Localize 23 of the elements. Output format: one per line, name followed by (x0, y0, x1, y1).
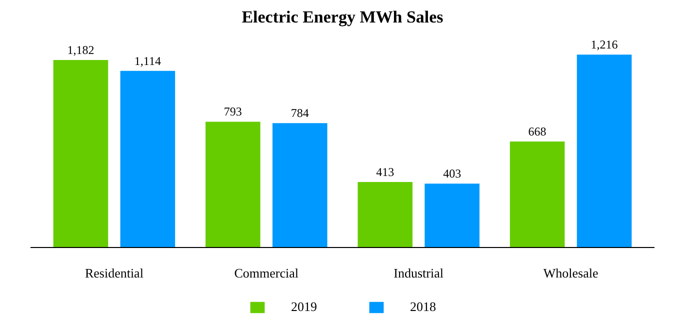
bar (53, 60, 108, 248)
chart-title: Electric Energy MWh Sales (242, 8, 444, 26)
data-label: 668 (528, 124, 546, 139)
legend-label: 2018 (410, 299, 436, 315)
x-tick-label: Industrial (394, 266, 444, 280)
data-label: 793 (224, 104, 242, 119)
bar (206, 122, 260, 248)
data-label: 403 (443, 166, 462, 181)
data-label: 1,114 (134, 54, 161, 68)
data-label: 1,182 (67, 43, 94, 58)
bar (424, 184, 480, 248)
data-label: 413 (376, 165, 394, 179)
bar (120, 70, 176, 248)
bar (510, 142, 565, 248)
bar (358, 182, 413, 248)
x-tick-label: Commercial (234, 266, 299, 280)
legend-label: 2019 (291, 299, 317, 315)
data-label: 784 (290, 106, 309, 120)
bar (576, 54, 632, 248)
x-tick-label: Residential (84, 266, 144, 280)
bar (272, 123, 328, 248)
data-label: 1,216 (590, 38, 618, 52)
x-tick-label: Wholesale (543, 266, 598, 280)
